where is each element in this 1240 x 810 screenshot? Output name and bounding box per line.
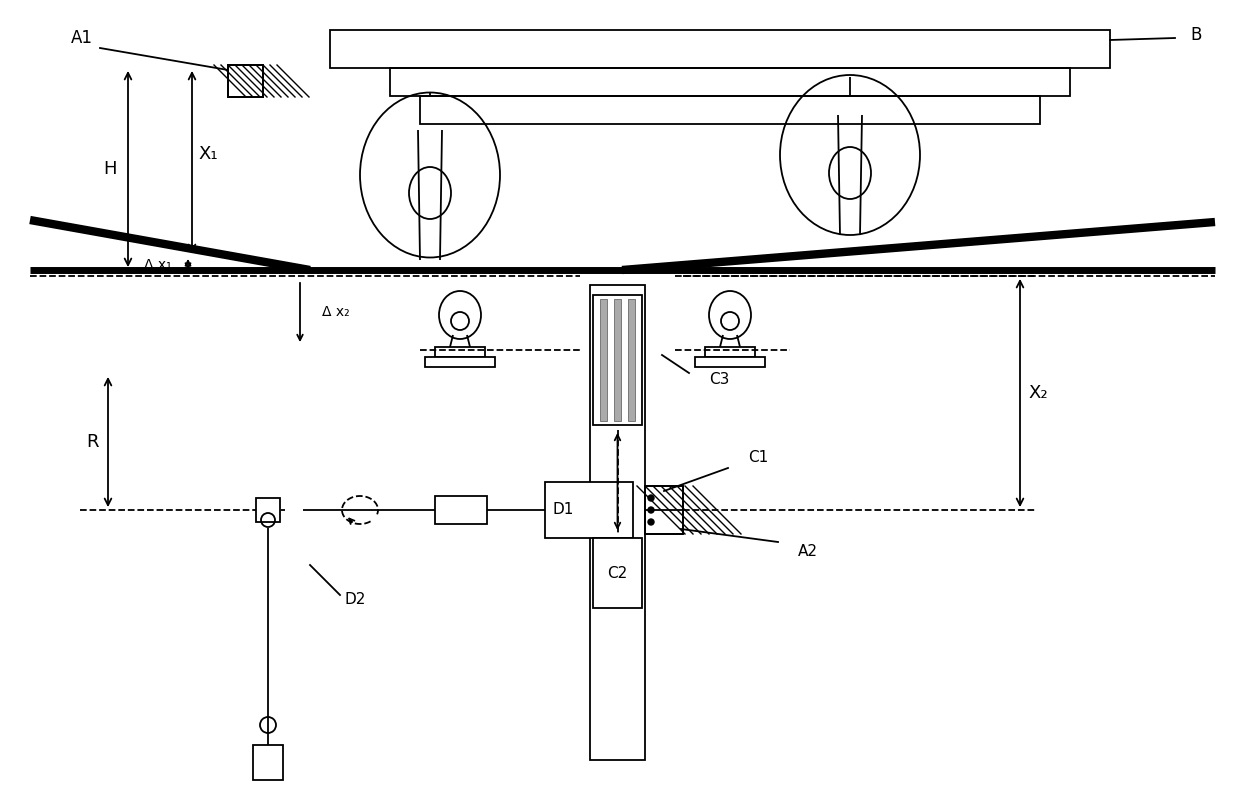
Text: X₂: X₂ [1028,384,1048,402]
Text: C1: C1 [748,450,769,466]
Bar [391,68,1070,96]
Bar [228,65,263,97]
Bar [600,299,608,421]
Bar [645,486,683,534]
Text: R: R [86,433,98,451]
Circle shape [649,495,653,501]
Text: D1: D1 [552,502,574,518]
Bar [645,486,683,534]
Text: C2: C2 [608,565,627,581]
Bar [706,347,755,357]
Text: D2: D2 [345,592,366,608]
Bar [435,347,485,357]
Text: Δ x₁: Δ x₁ [144,258,172,272]
Text: H: H [103,160,117,178]
Bar [255,498,280,522]
Circle shape [649,519,653,525]
Text: Δ x₂: Δ x₂ [322,305,350,319]
Text: X₁: X₁ [198,145,218,163]
Bar [593,538,642,608]
Bar [253,745,283,780]
Text: A1: A1 [71,29,93,47]
Bar [228,65,263,97]
Bar [420,96,1040,124]
Bar [645,486,683,534]
Bar [546,482,632,538]
Bar [614,299,621,421]
Bar [330,30,1110,68]
Bar [228,65,263,97]
Bar [425,357,495,367]
Bar [435,496,487,524]
Text: C3: C3 [709,373,729,387]
Bar [694,357,765,367]
Bar [590,285,645,760]
Text: A2: A2 [799,544,818,560]
Bar [593,295,642,425]
Bar [627,299,635,421]
Circle shape [649,507,653,513]
Text: B: B [1190,26,1202,44]
